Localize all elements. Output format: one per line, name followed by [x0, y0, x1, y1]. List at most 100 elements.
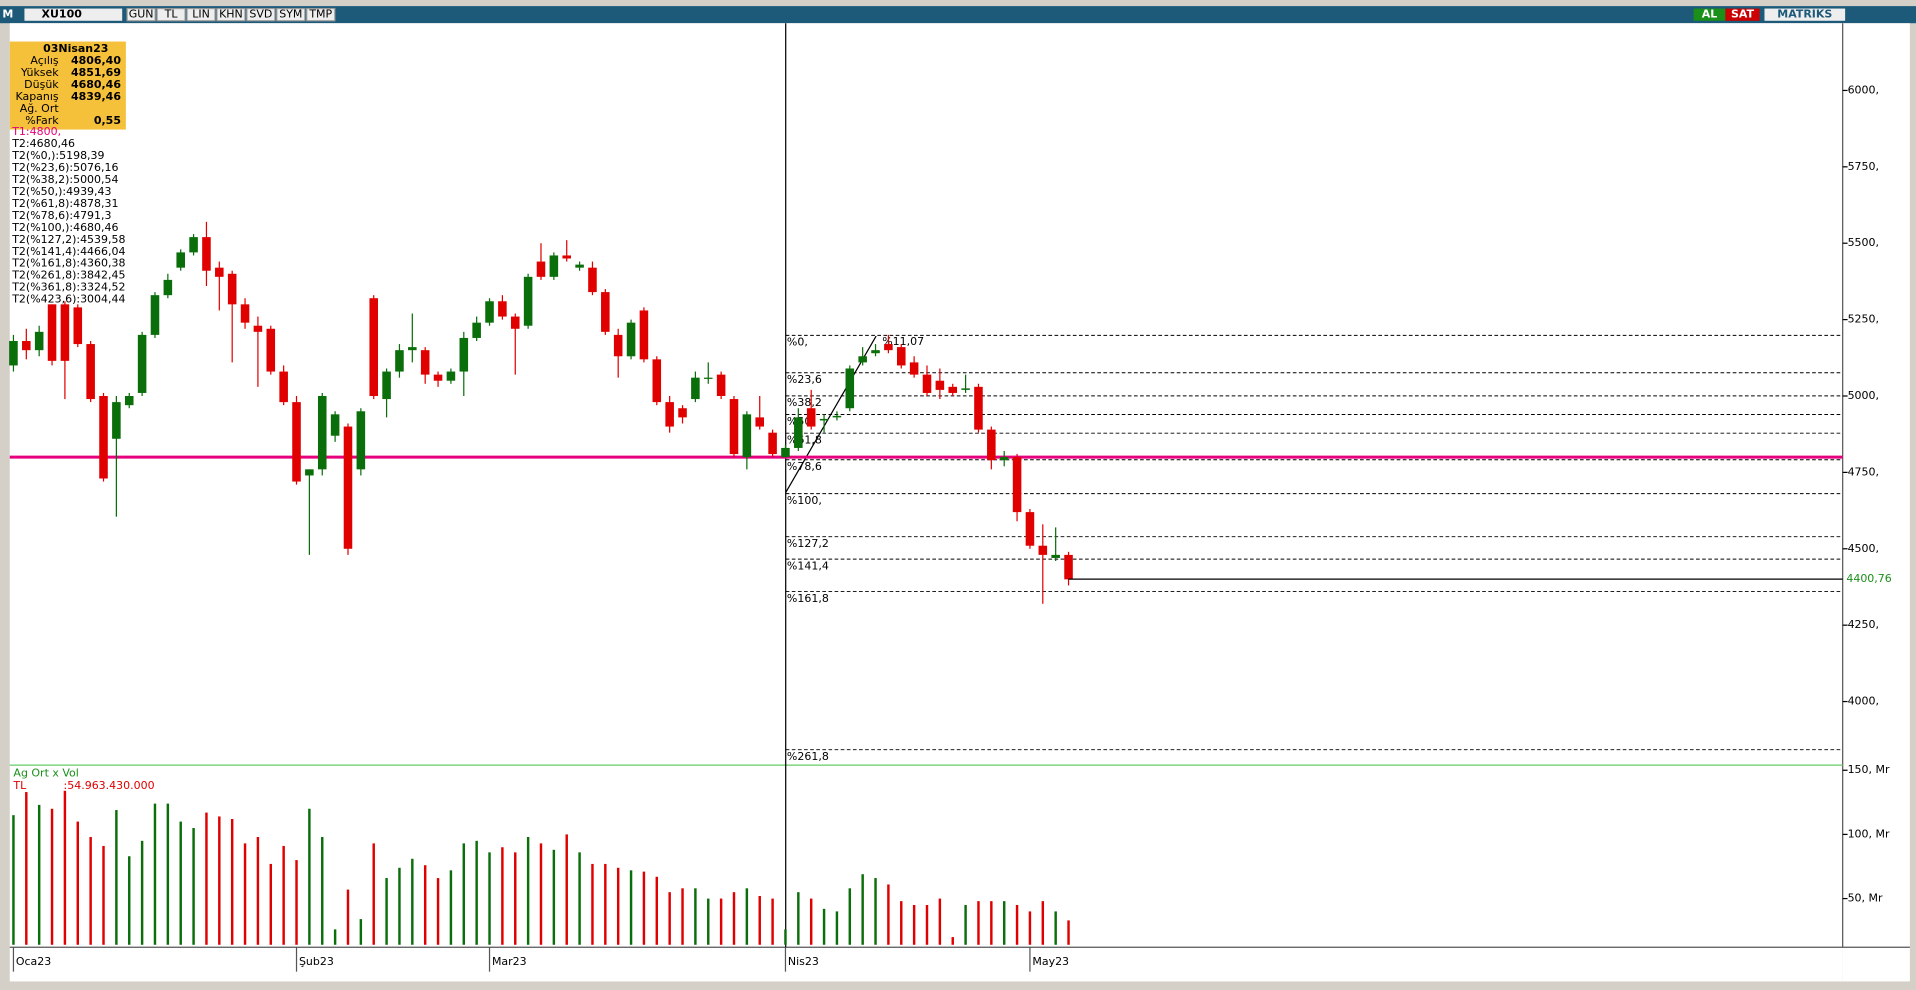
volume-bar	[140, 840, 144, 945]
volume-bar	[230, 819, 234, 945]
volume-bar	[333, 929, 337, 945]
volume-title: Ag Ort x Vol	[13, 767, 78, 780]
toolbar-button[interactable]	[276, 7, 306, 22]
info-label: Yüksek	[20, 66, 59, 79]
candle-body	[588, 267, 597, 293]
toolbar-button-label[interactable]: TL	[164, 8, 179, 21]
toolbar-button[interactable]	[246, 7, 276, 22]
volume-bar	[488, 852, 491, 945]
candle-body	[794, 417, 803, 448]
candle-body	[768, 432, 777, 455]
info-box	[9, 41, 126, 130]
toolbar-button[interactable]	[126, 7, 156, 22]
toolbar-button[interactable]	[216, 7, 246, 22]
toolbar-button[interactable]	[186, 7, 216, 22]
volume-bar	[771, 898, 774, 945]
info-label: %Fark	[25, 114, 59, 127]
info-date: 03Nisan23	[43, 42, 108, 55]
volume-bar	[102, 845, 105, 945]
candle-body	[999, 457, 1009, 461]
volume-bar	[552, 849, 556, 945]
volume-bar	[372, 843, 375, 945]
candle-body	[266, 328, 276, 372]
candle-body	[124, 396, 134, 406]
symbol-box[interactable]	[24, 8, 123, 21]
info-value: 4839,46	[71, 90, 121, 103]
candle-body	[22, 341, 31, 351]
y-tick-label: 4000,	[1848, 695, 1879, 708]
volume-total: :54.963.430.000	[64, 779, 155, 792]
toolbar-button-label[interactable]: KHN	[219, 8, 243, 21]
buy-button[interactable]	[1693, 8, 1726, 21]
candle-body	[150, 295, 160, 335]
candle-body	[510, 316, 520, 329]
volume-bar	[629, 870, 633, 945]
volume-bar	[12, 815, 15, 945]
candle-body	[549, 255, 559, 277]
volume-bar	[63, 790, 67, 945]
buy-label[interactable]: AL	[1702, 8, 1718, 21]
y-tick-label: 100, Mr	[1848, 827, 1890, 840]
volume-bar	[205, 812, 208, 945]
toolbar-button[interactable]	[306, 7, 336, 22]
brand-box	[1764, 8, 1846, 21]
symbol[interactable]: XU100	[42, 8, 83, 21]
axis-background	[1842, 23, 1910, 982]
volume-bar	[719, 898, 723, 945]
sell-label[interactable]: SAT	[1731, 8, 1755, 21]
candle-body	[974, 386, 983, 430]
candle-body	[1012, 457, 1022, 513]
candle-body	[202, 237, 211, 271]
volume-bar	[243, 843, 247, 945]
info-label: Ağ. Ort	[20, 102, 60, 115]
candle-body	[729, 399, 739, 455]
volume-bar	[604, 863, 607, 945]
volume-bar	[874, 878, 877, 945]
volume-bar	[128, 856, 131, 945]
candle-body	[665, 402, 674, 427]
volume-bar	[89, 836, 92, 945]
candle-body	[408, 347, 417, 351]
candle-body	[884, 344, 893, 351]
candle-body	[536, 261, 546, 277]
candle-body	[99, 396, 108, 479]
volume-bar	[887, 884, 890, 945]
brand: MATRIKS	[1777, 8, 1832, 21]
toolbar-button-label[interactable]: SYM	[279, 8, 302, 21]
y-tick-label: 4750,	[1848, 465, 1879, 478]
toolbar-button-label[interactable]: TMP	[308, 8, 332, 21]
candle-body	[678, 408, 687, 418]
volume-bar	[758, 896, 761, 945]
candle-body	[60, 304, 70, 361]
volume-bar	[668, 892, 671, 945]
candle-body	[781, 447, 790, 458]
logo[interactable]: M	[2, 8, 13, 21]
candle-body	[317, 396, 327, 470]
toolbar	[0, 6, 1916, 24]
candle-body	[86, 344, 95, 400]
candle-body	[716, 374, 726, 396]
fib-label: %100,	[787, 494, 822, 507]
x-tick-label: May23	[1032, 955, 1069, 968]
candle-body	[703, 377, 713, 379]
toolbar-button-label[interactable]: GUN	[129, 8, 154, 21]
volume-bar	[411, 858, 414, 945]
volume-bar	[423, 865, 427, 945]
candle-body	[240, 304, 250, 323]
candle-body	[73, 307, 83, 345]
candle-body	[742, 414, 752, 458]
info-value: 4851,69	[71, 66, 121, 79]
candle-body	[601, 292, 610, 332]
fib-label: %0,	[787, 336, 808, 349]
candle-body	[1025, 512, 1035, 546]
sell-button[interactable]	[1725, 8, 1760, 21]
toolbar-button[interactable]	[156, 7, 186, 22]
fib-label: %23,6	[787, 373, 822, 386]
volume-bar	[681, 888, 684, 945]
x-tick-label: Şub23	[299, 955, 334, 968]
toolbar-button-label[interactable]: LIN	[192, 8, 210, 21]
indicator-text: T2(%141,4):4466,04	[11, 245, 125, 258]
candle-body	[858, 356, 867, 363]
volume-bar	[25, 792, 28, 945]
toolbar-button-label[interactable]: SVD	[249, 8, 272, 21]
